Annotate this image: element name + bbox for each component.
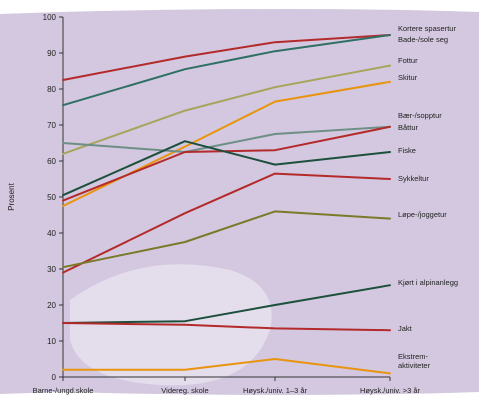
- series-lines: [62, 34, 391, 375]
- series-label: Kortere spasertur: [398, 24, 456, 33]
- y-tick-label: 70: [47, 121, 56, 130]
- series-label: Løpe-/joggetur: [398, 210, 447, 219]
- series-line: [62, 125, 391, 153]
- series-line: [62, 322, 391, 332]
- x-tick-label: Barne-/ungd.skole: [33, 386, 94, 395]
- series-line: [62, 34, 391, 81]
- series-line: [62, 358, 391, 375]
- series-line: [62, 34, 391, 107]
- x-tick-label: Høysk./univ. >3 år: [360, 386, 421, 395]
- series-label: Jakt: [398, 324, 413, 333]
- y-tick-label: 10: [47, 337, 56, 346]
- series-label: Skitur: [398, 73, 418, 82]
- y-tick-label: 100: [43, 13, 57, 22]
- axes: 0 10 20 30 40 50 60 70 80 90 100 Prosent Barne-/ungd…: [7, 13, 421, 395]
- y-tick-label: 60: [47, 157, 56, 166]
- series-label: Båttur: [398, 123, 419, 132]
- series-labels: Kortere spasertur Bade-/sole seg Fottur Ski…: [398, 24, 458, 370]
- y-tick-label: 30: [47, 265, 56, 274]
- y-tick-label: 90: [47, 49, 56, 58]
- bg-bottom-edge: [0, 392, 479, 407]
- y-tick-label: 20: [47, 301, 56, 310]
- series-line: [62, 64, 391, 155]
- x-tick-label: Høysk./univ. 1–3 år: [243, 386, 308, 395]
- bg-top-edge: [0, 0, 479, 14]
- series-label: Fiske: [398, 146, 416, 155]
- x-tick-label: Videreg. skole: [161, 386, 208, 395]
- series-label: Bær-/sopptur: [398, 111, 442, 120]
- series-label: Ekstrem-aktiviteter: [398, 352, 431, 370]
- y-tick-label: 40: [47, 229, 56, 238]
- y-axis-title: Prosent: [7, 182, 16, 210]
- series-line: [62, 140, 391, 197]
- series-line: [62, 284, 391, 324]
- series-label: Fottur: [398, 56, 418, 65]
- y-tick-label: 50: [47, 193, 56, 202]
- series-label: Kjørt i alpinanlegg: [398, 278, 458, 287]
- series-line: [62, 210, 391, 269]
- series-line: [62, 125, 391, 202]
- series-label: Sykkeltur: [398, 174, 429, 183]
- y-tick-label: 80: [47, 85, 56, 94]
- y-tick-label: 0: [52, 373, 57, 382]
- series-label: Bade-/sole seg: [398, 35, 448, 44]
- series-line: [62, 172, 391, 274]
